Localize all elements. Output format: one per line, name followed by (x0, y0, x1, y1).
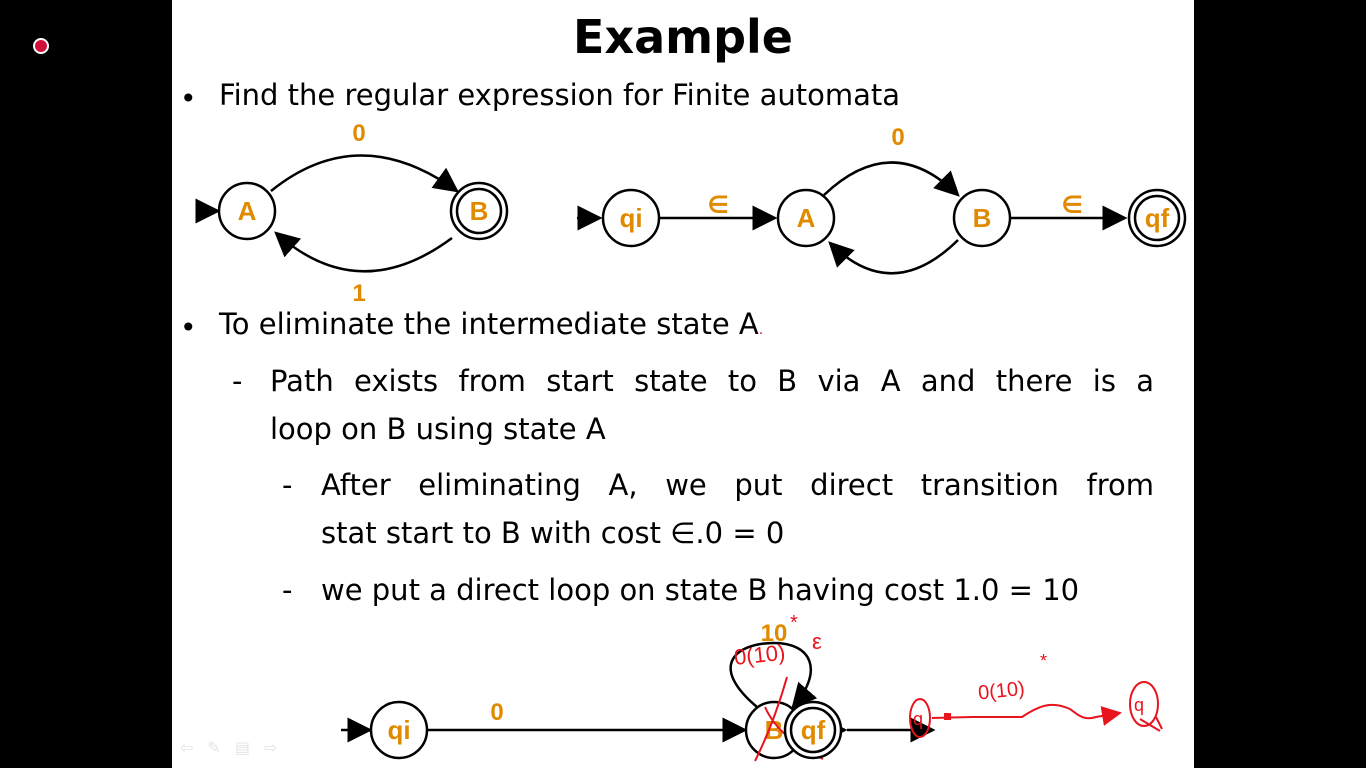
sub-after-line1: After eliminating A, we put direct trans… (321, 468, 1154, 502)
state-a-label: A (238, 196, 257, 226)
sub-direct-loop: we put a direct loop on state B having c… (321, 573, 1079, 607)
state-b-label: B (973, 203, 992, 233)
state-qf-label: qf (1145, 203, 1170, 233)
label-zero: 0 (490, 699, 503, 726)
bullet-marker: • (180, 311, 197, 344)
state-b-label: B (470, 196, 489, 226)
label-zero: 0 (891, 124, 904, 151)
label-eps-2: ∈ (1061, 192, 1083, 219)
slideshow-nav: ⇦ ✎ ▤ ⇨ (180, 738, 277, 758)
trailing-dot: . (759, 322, 763, 338)
sub-marker: - (282, 468, 292, 502)
hw-expr-2: 0(10) (977, 678, 1026, 705)
sub-after-line2: stat start to B with cost ∈.0 = 0 (321, 516, 784, 550)
prev-arrow-icon[interactable]: ⇦ (180, 738, 193, 758)
handwritten-annotations: 0(10) * ε 0(10) * q q (722, 605, 1192, 768)
hw-star-2: * (1040, 651, 1047, 671)
menu-icon[interactable]: ▤ (235, 738, 250, 758)
automaton-diagram-1: A B 0 1 (192, 115, 522, 315)
next-arrow-icon[interactable]: ⇨ (264, 738, 277, 758)
label-eps-1: ∈ (707, 192, 729, 219)
laser-pointer-icon (33, 38, 49, 54)
state-qi-label: qi (619, 203, 642, 233)
pen-icon[interactable]: ✎ (207, 738, 220, 758)
sub-path-line1: Path exists from start state to B via A … (270, 364, 1154, 398)
transition-a-to-b (271, 156, 457, 192)
bullet-eliminate-a-text: To eliminate the intermediate state A (219, 307, 759, 341)
bullet-find-regex: Find the regular expression for Finite a… (219, 78, 900, 112)
hw-expr-1: 0(10) (733, 640, 787, 670)
hw-dot (944, 713, 951, 720)
label-top: 0 (352, 120, 365, 147)
state-a-label: A (797, 203, 816, 233)
transition-a-to-b (824, 163, 958, 196)
state-qi-label: qi (387, 715, 410, 745)
sub-marker: - (232, 364, 242, 398)
hw-end-label: q (1134, 695, 1144, 715)
bullet-eliminate-a: To eliminate the intermediate state A. (219, 307, 763, 341)
label-bottom: 1 (352, 280, 365, 307)
transition-b-to-a (830, 240, 958, 273)
sub-path-line2: loop on B using state A (270, 412, 606, 446)
sub-marker: - (282, 573, 292, 607)
slide-title: Example (172, 10, 1194, 64)
transition-b-to-a (276, 233, 452, 271)
hw-transition (932, 705, 1120, 718)
automaton-diagram-2: qi A B qf ∈ 0 ∈ (572, 115, 1192, 285)
slide: Example • Find the regular expression fo… (172, 0, 1194, 768)
hw-eps-1: ε (812, 629, 822, 654)
bullet-marker: • (180, 82, 197, 115)
hw-star-1: * (790, 612, 798, 634)
hw-start-label: q (913, 709, 923, 729)
